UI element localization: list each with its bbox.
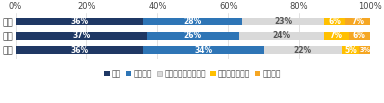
Text: 28%: 28%	[184, 17, 202, 26]
Bar	[324, 18, 345, 25]
Bar	[342, 46, 359, 54]
Text: 22%: 22%	[294, 46, 312, 55]
Text: 6%: 6%	[328, 17, 341, 26]
Text: 7%: 7%	[351, 17, 364, 26]
Text: 5%: 5%	[344, 46, 357, 55]
Bar	[345, 18, 370, 25]
Bar	[349, 32, 370, 40]
Text: 24%: 24%	[272, 31, 291, 40]
Bar	[359, 46, 370, 54]
Bar	[16, 18, 143, 25]
Bar	[143, 46, 264, 54]
Bar	[147, 32, 239, 40]
Bar	[264, 46, 342, 54]
Text: 36%: 36%	[70, 46, 88, 55]
Bar	[242, 18, 324, 25]
Bar	[16, 46, 143, 54]
Text: 23%: 23%	[274, 17, 292, 26]
Text: 6%: 6%	[353, 31, 366, 40]
Bar	[324, 32, 349, 40]
Text: 3%: 3%	[359, 47, 370, 53]
Text: 36%: 36%	[70, 17, 88, 26]
Text: 34%: 34%	[194, 46, 212, 55]
Text: 26%: 26%	[184, 31, 202, 40]
Bar	[16, 32, 147, 40]
Bar	[143, 18, 242, 25]
Text: 37%: 37%	[72, 31, 90, 40]
Legend: なる, ややなる, どちらともいえない, あまりならない, ならない: なる, ややなる, どちらともいえない, あまりならない, ならない	[101, 66, 284, 81]
Text: 7%: 7%	[330, 31, 343, 40]
Bar	[239, 32, 324, 40]
